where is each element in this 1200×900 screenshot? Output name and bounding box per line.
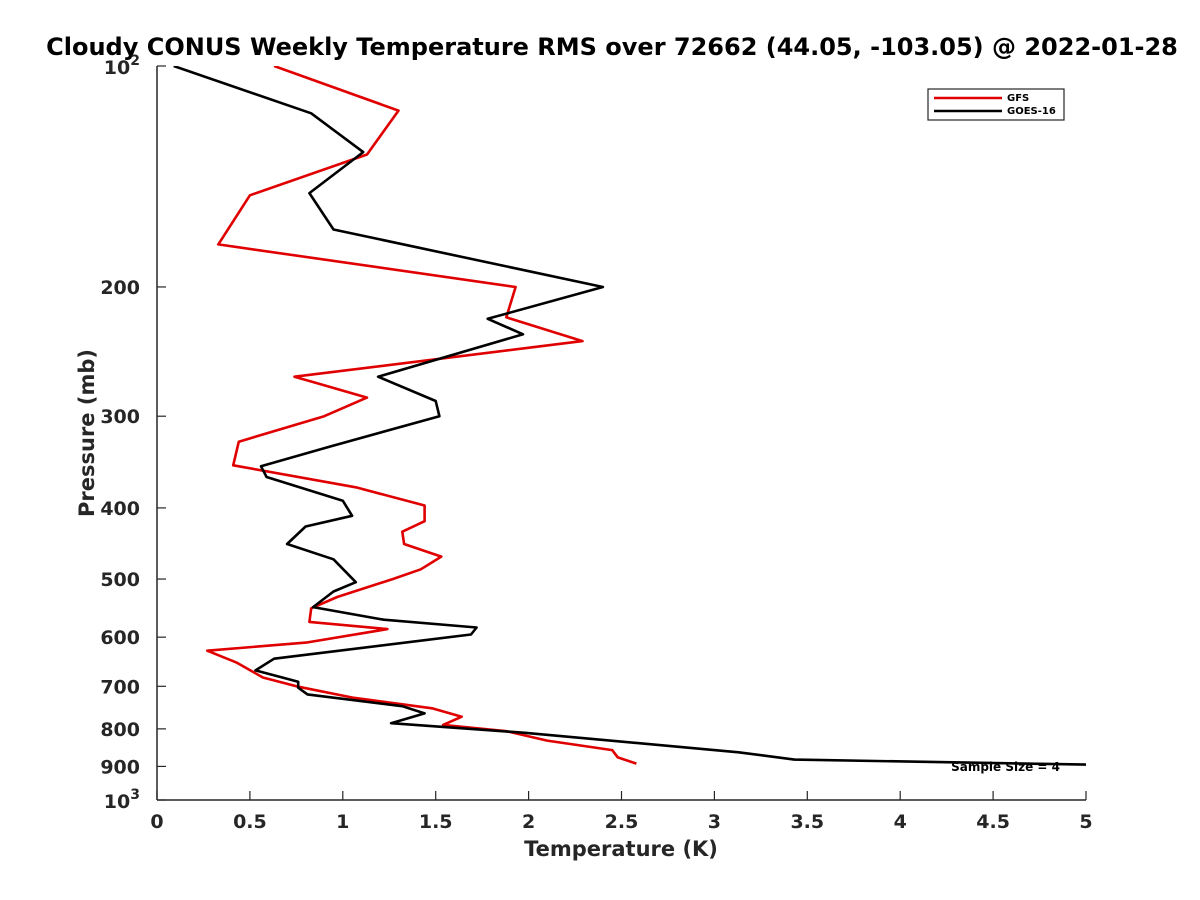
y-tick-label: 900 (100, 756, 140, 778)
x-tick-label: 4.5 (976, 811, 1010, 833)
x-axis-label: Temperature (K) (524, 837, 718, 861)
series-line-goes16 (173, 66, 1086, 766)
legend: GFS GOES-16 (927, 88, 1065, 121)
y-tick-label: 103 (104, 787, 140, 813)
axes: 0 0.5 1 1.5 2 2.5 3 3.5 4 4.5 5 102 200 300 400 500 600 7… (100, 53, 1092, 833)
x-tick-label: 4 (894, 811, 907, 833)
legend-label-goes16: GOES-16 (1007, 106, 1056, 117)
y-tick-label: 700 (100, 676, 140, 698)
chart-title: Cloudy CONUS Weekly Temperature RMS over… (46, 33, 1178, 61)
legend-box (927, 88, 1065, 121)
y-tick-label: 500 (100, 569, 140, 591)
x-tick-label: 3.5 (790, 811, 824, 833)
y-axis-label: Pressure (mb) (75, 349, 99, 517)
x-tick-label: 2.5 (605, 811, 639, 833)
x-tick-label: 0 (150, 811, 163, 833)
legend-label-gfs: GFS (1007, 93, 1029, 104)
sample-size-annotation: Sample Size = 4 (951, 760, 1060, 774)
y-tick-label: 400 (100, 498, 140, 520)
x-tick-label: 0.5 (233, 811, 267, 833)
series-layer (173, 66, 1086, 766)
y-tick-label: 200 (100, 277, 140, 299)
series-line-gfs (205, 66, 637, 765)
x-tick-label: 3 (708, 811, 721, 833)
x-tick-label: 2 (522, 811, 535, 833)
x-tick-label: 1 (336, 811, 349, 833)
x-tick-label: 5 (1079, 811, 1092, 833)
x-tick-label: 1.5 (419, 811, 453, 833)
y-tick-label: 600 (100, 627, 140, 649)
y-tick-label: 800 (100, 719, 140, 741)
y-tick-label: 102 (104, 53, 140, 79)
y-tick-label: 300 (100, 406, 140, 428)
